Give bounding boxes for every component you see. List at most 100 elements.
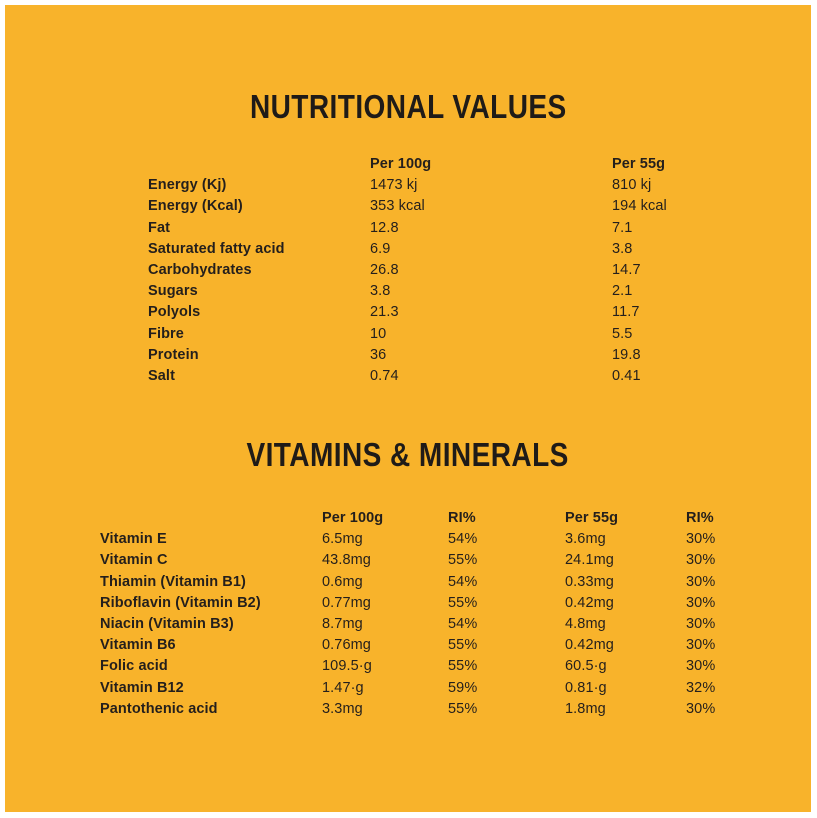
per-55g-value: 0.41 [612, 367, 641, 384]
per-55g-value: 0.81·g [565, 679, 607, 696]
column-header-per-100g: Per 100g [322, 510, 384, 526]
table-row: Saturated fatty acid 6.9 3.8 [148, 239, 811, 260]
ri-55g-value: 30% [686, 700, 716, 717]
column-header-ri-100g: RI% [448, 510, 476, 526]
nutrient-label: Fibre [148, 325, 184, 342]
ri-55g-value: 30% [686, 594, 716, 611]
per-100g-value: 6.5mg [322, 531, 363, 548]
vitamins-minerals-table: Per 100g RI% Per 55g RI% Vitamin E 6.5mg… [100, 508, 811, 720]
per-55g-value: 0.33mg [565, 573, 614, 590]
ri-55g-value: 30% [686, 615, 716, 632]
per-55g-value: 0.42mg [565, 594, 614, 611]
vitamin-label: Pantothenic acid [100, 700, 218, 717]
ri-55g-value: 32% [686, 679, 716, 696]
table-row: Vitamin B12 1.47·g 59% 0.81·g 32% [100, 678, 811, 699]
per-100g-value: 12.8 [370, 219, 399, 236]
ri-100g-value: 55% [448, 637, 478, 654]
table-row: Vitamin C 43.8mg 55% 24.1mg 30% [100, 550, 811, 571]
per-100g-value: 36 [370, 346, 387, 363]
per-55g-value: 4.8mg [565, 615, 606, 632]
table-row: Energy (Kcal) 353 kcal 194 kcal [148, 196, 811, 217]
column-header-per-55g: Per 55g [612, 156, 666, 172]
ri-100g-value: 55% [448, 700, 478, 717]
per-55g-value: 24.1mg [565, 552, 614, 569]
vitamins-minerals-title: VITAMINS & MINERALS [5, 436, 811, 474]
per-55g-value: 3.8 [612, 240, 633, 257]
per-100g-value: 6.9 [370, 240, 391, 257]
per-100g-value: 353 kcal [370, 198, 425, 215]
per-55g-value: 3.6mg [565, 531, 606, 548]
per-55g-value: 60.5·g [565, 658, 607, 675]
nutritional-values-title: NUTRITIONAL VALUES [5, 88, 811, 126]
table-header-row: Per 100g RI% Per 55g RI% [100, 508, 811, 529]
nutrient-label: Energy (Kj) [148, 177, 227, 194]
per-100g-value: 21.3 [370, 304, 399, 321]
ri-100g-value: 55% [448, 658, 478, 675]
table-header-row: Per 100g Per 55g [148, 154, 811, 175]
table-row: Riboflavin (Vitamin B2) 0.77mg 55% 0.42m… [100, 593, 811, 614]
ri-55g-value: 30% [686, 637, 716, 654]
table-row: Niacin (Vitamin B3) 8.7mg 54% 4.8mg 30% [100, 614, 811, 635]
per-55g-value: 19.8 [612, 346, 641, 363]
ri-100g-value: 54% [448, 531, 478, 548]
per-100g-value: 1473 kj [370, 177, 418, 194]
per-100g-value: 0.76mg [322, 637, 371, 654]
per-100g-value: 1.47·g [322, 679, 364, 696]
ri-100g-value: 54% [448, 573, 478, 590]
vitamin-label: Thiamin (Vitamin B1) [100, 573, 246, 590]
nutrient-label: Carbohydrates [148, 261, 252, 278]
per-100g-value: 26.8 [370, 261, 399, 278]
table-row: Sugars 3.8 2.1 [148, 281, 811, 302]
per-55g-value: 14.7 [612, 261, 641, 278]
table-row: Vitamin E 6.5mg 54% 3.6mg 30% [100, 529, 811, 550]
per-100g-value: 0.6mg [322, 573, 363, 590]
vitamin-label: Folic acid [100, 658, 168, 675]
ri-100g-value: 59% [448, 679, 478, 696]
per-100g-value: 8.7mg [322, 615, 363, 632]
nutrient-label: Sugars [148, 283, 198, 300]
vitamins-minerals-title-text: VITAMINS & MINERALS [246, 436, 570, 473]
vitamin-label: Riboflavin (Vitamin B2) [100, 594, 261, 611]
per-55g-value: 11.7 [612, 304, 640, 321]
per-55g-value: 7.1 [612, 219, 633, 236]
nutrient-label: Salt [148, 367, 175, 384]
nutrient-label: Saturated fatty acid [148, 240, 285, 257]
per-100g-value: 43.8mg [322, 552, 371, 569]
per-55g-value: 5.5 [612, 325, 633, 342]
ri-100g-value: 55% [448, 552, 478, 569]
vitamin-label: Vitamin B6 [100, 637, 176, 654]
per-100g-value: 0.77mg [322, 594, 371, 611]
vitamin-label: Niacin (Vitamin B3) [100, 615, 234, 632]
table-row: Vitamin B6 0.76mg 55% 0.42mg 30% [100, 635, 811, 656]
ri-55g-value: 30% [686, 658, 716, 675]
ri-55g-value: 30% [686, 531, 716, 548]
nutritional-values-table: Per 100g Per 55g Energy (Kj) 1473 kj 810… [148, 154, 811, 387]
per-100g-value: 3.8 [370, 283, 391, 300]
per-55g-value: 810 kj [612, 177, 652, 194]
per-55g-value: 0.42mg [565, 637, 614, 654]
table-row: Folic acid 109.5·g 55% 60.5·g 30% [100, 656, 811, 677]
yellow-panel: NUTRITIONAL VALUES Per 100g Per 55g Ener… [5, 5, 811, 812]
per-100g-value: 109.5·g [322, 658, 372, 675]
table-row: Fibre 10 5.5 [148, 324, 811, 345]
table-row: Polyols 21.3 11.7 [148, 302, 811, 323]
per-100g-value: 3.3mg [322, 700, 363, 717]
per-100g-value: 0.74 [370, 367, 399, 384]
vitamin-label: Vitamin E [100, 531, 167, 548]
table-row: Fat 12.8 7.1 [148, 218, 811, 239]
table-row: Energy (Kj) 1473 kj 810 kj [148, 175, 811, 196]
nutritional-values-title-text: NUTRITIONAL VALUES [249, 88, 567, 125]
nutrient-label: Energy (Kcal) [148, 198, 243, 215]
per-55g-value: 1.8mg [565, 700, 606, 717]
table-row: Pantothenic acid 3.3mg 55% 1.8mg 30% [100, 699, 811, 720]
vitamin-label: Vitamin B12 [100, 679, 184, 696]
table-row: Carbohydrates 26.8 14.7 [148, 260, 811, 281]
table-row: Salt 0.74 0.41 [148, 366, 811, 387]
nutrient-label: Protein [148, 346, 199, 363]
column-header-per-55g: Per 55g [565, 510, 619, 526]
column-header-per-100g: Per 100g [370, 156, 432, 172]
ri-100g-value: 55% [448, 594, 478, 611]
table-row: Thiamin (Vitamin B1) 0.6mg 54% 0.33mg 30… [100, 572, 811, 593]
column-header-ri-55g: RI% [686, 510, 714, 526]
